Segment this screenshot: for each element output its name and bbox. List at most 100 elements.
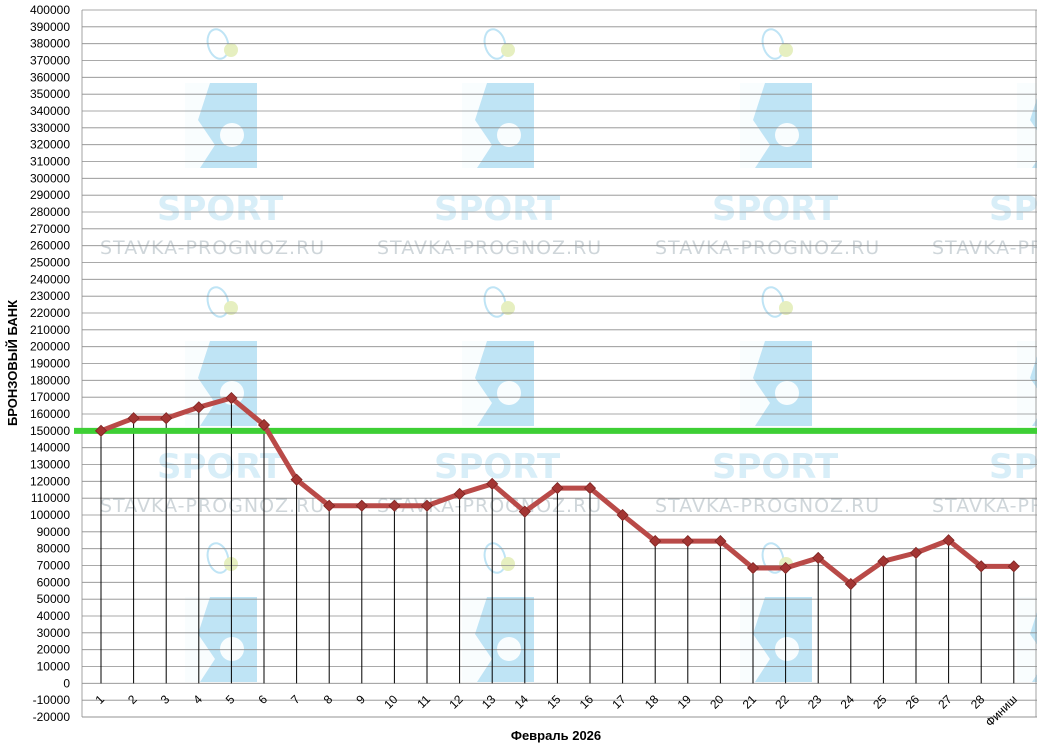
watermark-ball-cutout: [220, 123, 244, 147]
tennis-ball-icon: [501, 43, 515, 57]
watermark-logo: SPORT STAVKA-PROGNOZ.RU: [655, 28, 880, 259]
watermark-logo: [1017, 597, 1037, 682]
racket-icon: [206, 542, 230, 574]
watermark-logo: SPORT STAVKA-PROGNOZ.RU: [100, 28, 325, 259]
x-axis-title: Февраль 2026: [511, 728, 601, 743]
watermark-sport: SPORT: [989, 189, 1037, 229]
y-tick-label: -20000: [33, 710, 71, 724]
x-tick-label: 11: [414, 692, 433, 711]
data-point-marker: [160, 412, 173, 425]
y-tick-label: 190000: [30, 357, 70, 371]
x-tick-label: 17: [609, 692, 629, 712]
watermark-cutout: [185, 597, 215, 682]
y-tick-label: 400000: [30, 3, 70, 17]
x-tick-label: 26: [903, 692, 923, 712]
watermark-sport: SPORT: [434, 447, 561, 487]
tennis-ball-icon: [501, 557, 515, 571]
data-point-marker: [323, 499, 336, 512]
x-tick-label: 1: [92, 692, 107, 707]
data-point-marker: [94, 424, 108, 437]
x-tick-label: 4: [190, 692, 205, 707]
data-point-marker: [909, 546, 923, 559]
data-point-marker: [681, 535, 694, 548]
watermark-sport: SPORT: [157, 447, 284, 487]
racket-icon: [761, 286, 785, 318]
y-tick-label: 380000: [30, 37, 70, 51]
racket-icon: [206, 28, 230, 60]
data-point-marker: [616, 508, 629, 522]
y-tick-label: 80000: [37, 542, 71, 556]
watermark-logo: SPORT STAVKA-PROGNOZ.RU: [377, 28, 601, 259]
racket-icon: [206, 286, 230, 318]
y-tick-label: 200000: [30, 340, 70, 354]
y-tick-label: 330000: [30, 121, 70, 135]
racket-icon: [483, 28, 507, 60]
x-tick-label: 27: [935, 692, 955, 712]
watermark-ball-cutout: [775, 637, 799, 661]
watermark-ball-cutout: [775, 381, 799, 405]
data-point-marker: [388, 499, 401, 512]
data-point-marker: [746, 561, 760, 575]
data-point-marker: [779, 561, 792, 575]
y-tick-label: 270000: [30, 222, 70, 236]
racket-icon: [761, 542, 785, 574]
data-point-marker: [942, 534, 955, 547]
x-tick-labels: 1 2 3 4 5 6 7 8 9 10 11 12 13 14 15 16 17 18 19 20 21 22 23 24 2…: [92, 692, 1019, 730]
watermark-cutout: [740, 341, 770, 426]
data-point-marker: [127, 412, 140, 425]
watermark-sport: SPORT: [989, 447, 1037, 487]
y-tick-label: 70000: [37, 559, 71, 573]
x-tick-label: 14: [512, 692, 532, 712]
tennis-ball-icon: [779, 43, 793, 57]
data-point-marker: [975, 560, 988, 573]
data-point-marker: [486, 477, 499, 490]
data-point-marker: [420, 499, 434, 512]
x-tick-label: 2: [125, 692, 140, 707]
data-point-marker: [812, 551, 825, 564]
watermark-layer: SPORT STAVKA-PROGNOZ.RU SPORT STAVKA-PROGNO…: [100, 28, 1037, 682]
y-axis-title: БРОНЗОВЫЙ БАНК: [5, 300, 20, 426]
watermark-logo: SPORT STAVKA-PROGNOZ.RU: [932, 83, 1037, 259]
y-tick-label: 340000: [30, 104, 70, 118]
y-tick-label: 360000: [30, 70, 70, 84]
x-tick-label: 6: [255, 692, 270, 707]
x-tick-label: 12: [446, 692, 466, 712]
racket-icon: [483, 542, 507, 574]
watermark-logo: [462, 542, 534, 682]
watermark-cutout: [1017, 597, 1037, 682]
watermark-ball-cutout: [775, 123, 799, 147]
watermark-sport: SPORT: [712, 189, 839, 229]
x-tick-label: 5: [223, 692, 238, 707]
watermark-site: STAVKA-PROGNOZ.RU: [932, 495, 1037, 517]
data-point-marker: [1007, 560, 1020, 573]
y-tick-label: 0: [63, 676, 70, 690]
x-tick-label: 10: [381, 692, 401, 712]
x-tick-label: 7: [288, 692, 303, 707]
data-point-marker: [225, 391, 238, 405]
x-tick-label: 9: [353, 692, 368, 707]
y-tick-label: 130000: [30, 458, 70, 472]
y-tick-label: 170000: [30, 390, 70, 404]
watermark-sport: SPORT: [434, 189, 561, 229]
watermark-site: STAVKA-PROGNOZ.RU: [655, 237, 880, 259]
data-point-marker: [877, 555, 890, 568]
y-tick-label: 20000: [37, 643, 71, 657]
y-tick-label: 390000: [30, 20, 70, 34]
data-point-marker: [290, 473, 303, 486]
y-tick-label: 210000: [30, 323, 70, 337]
y-tick-label: 310000: [30, 155, 70, 169]
watermark-ball-cutout: [497, 637, 521, 661]
x-tick-label: 21: [740, 692, 760, 712]
watermark-logo: SPORT STAVKA-PROGNOZ.RU: [377, 286, 601, 517]
y-tick-label: 220000: [30, 306, 70, 320]
x-tick-label: 13: [479, 692, 499, 712]
x-tick-label: 3: [158, 692, 173, 707]
watermark-cutout: [462, 597, 492, 682]
y-tick-label: 110000: [31, 491, 70, 505]
y-tick-label: 90000: [37, 525, 71, 539]
data-point-marker: [844, 577, 857, 591]
y-tick-label: 250000: [30, 256, 70, 270]
x-tick-label: 24: [838, 692, 858, 712]
watermark-site: STAVKA-PROGNOZ.RU: [100, 237, 325, 259]
